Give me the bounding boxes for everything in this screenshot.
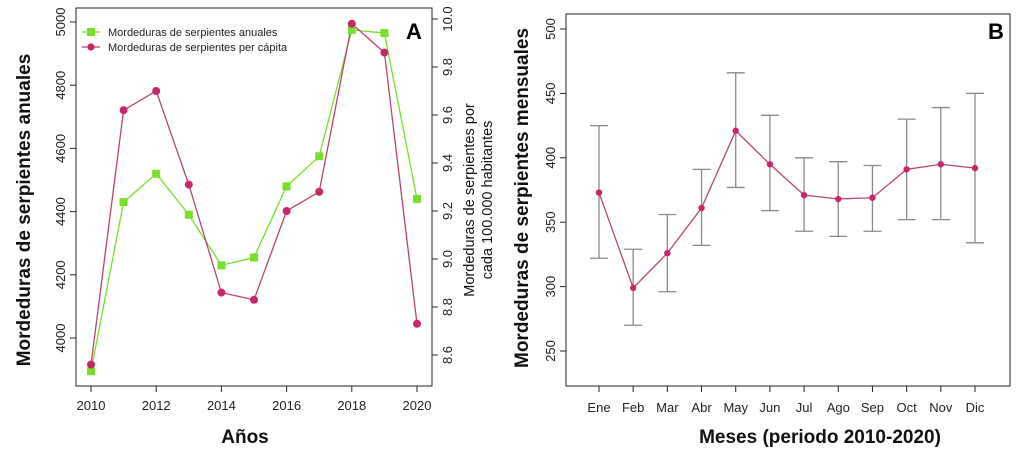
panel-b-xlabel: Meses (periodo 2010-2020) xyxy=(699,427,941,448)
panel-b-x-tick-label: Jun xyxy=(759,400,780,415)
panel-a-y-right-tick-label: 8.6 xyxy=(440,346,455,364)
legend-label-annual: Mordeduras de serpientes anuales xyxy=(108,27,278,39)
data-point-per-capita xyxy=(315,187,324,196)
panel-a-y-right-tick-label: 9.6 xyxy=(440,106,455,124)
data-point-annual xyxy=(413,194,421,203)
panel-a-y-tick-label: 4200 xyxy=(53,260,68,289)
data-point-per-capita xyxy=(119,106,128,115)
panel-b-x-tick-label: Jul xyxy=(796,400,813,415)
data-point-monthly xyxy=(835,195,842,203)
panel-b-x-tick-label: Feb xyxy=(622,400,644,415)
panel-b-x-tick-label: Oct xyxy=(897,400,918,415)
panel-b-x-tick-label: Ene xyxy=(587,400,610,415)
panel-a-ylabel-right-line2: cada 100.000 habitantes xyxy=(480,121,496,280)
panel-a-y-right-tick-label: 9.2 xyxy=(440,202,455,220)
panel-a-y-tick-label: 4600 xyxy=(53,134,68,163)
panel-b-chart: B Meses (periodo 2010-2020) Mordeduras d… xyxy=(512,13,1011,448)
data-point-monthly xyxy=(595,189,603,196)
data-point-monthly xyxy=(698,204,705,212)
data-point-annual xyxy=(87,367,95,376)
panel-b-y-tick-label: 450 xyxy=(543,83,558,105)
series-line-annual xyxy=(90,29,418,372)
data-point-per-capita xyxy=(380,48,389,57)
data-point-per-capita xyxy=(87,360,95,369)
data-point-per-capita xyxy=(184,180,193,189)
panel-a-x-tick-label: 2014 xyxy=(207,398,236,413)
legend-square-marker xyxy=(87,28,95,36)
data-point-monthly xyxy=(664,249,671,257)
data-point-per-capita xyxy=(250,295,258,304)
data-point-annual xyxy=(347,25,356,34)
panel-b-y-tick-label: 350 xyxy=(543,211,558,233)
data-point-monthly xyxy=(732,127,739,134)
panel-a-plot-frame xyxy=(75,7,433,387)
panel-b-x-tick-label: Ago xyxy=(827,400,850,415)
data-point-annual xyxy=(152,169,161,178)
panel-a-y-right-tick-label: 9.8 xyxy=(440,58,455,76)
panel-a-x-tick-label: 2012 xyxy=(142,398,171,413)
legend-circle-marker xyxy=(87,43,95,51)
panel-b-plot-frame xyxy=(565,13,1011,387)
panel-a-xlabel: Años xyxy=(221,427,269,448)
data-point-monthly xyxy=(937,161,945,168)
data-point-monthly xyxy=(971,164,979,172)
panel-a-x-tick-label: 2020 xyxy=(403,398,432,413)
legend-label-per-capita: Mordeduras de serpientes per cápita xyxy=(108,42,288,54)
panel-a-x-tick-label: 2010 xyxy=(77,398,106,413)
panel-b-x-tick-label: Dic xyxy=(966,400,985,415)
panel-b-x-tick-label: Abr xyxy=(691,400,712,415)
panel-a-y-tick-label: 4000 xyxy=(53,324,68,353)
panel-a-ylabel-right-line1: Mordeduras de serpientes por xyxy=(462,103,478,297)
panel-b-y-tick-label: 300 xyxy=(543,276,558,298)
panel-b-y-tick-label: 250 xyxy=(543,340,558,362)
panel-b-y-tick-label: 400 xyxy=(543,147,558,169)
panel-a-x-tick-label: 2018 xyxy=(337,398,366,413)
panel-b-x-tick-label: Nov xyxy=(929,400,953,415)
panel-b-x-tick-label: Mar xyxy=(656,400,679,415)
panel-a-ylabel: Mordeduras de serpientes anuales xyxy=(14,54,35,367)
data-point-annual xyxy=(217,261,226,270)
panel-b-x-tick-label: Sep xyxy=(861,400,884,415)
data-point-per-capita xyxy=(152,87,161,95)
data-point-monthly xyxy=(903,166,910,173)
panel-a-label: A xyxy=(406,19,422,44)
data-point-per-capita xyxy=(347,19,356,28)
data-point-per-capita xyxy=(217,288,226,297)
data-point-monthly xyxy=(766,161,774,168)
data-point-monthly xyxy=(869,194,876,201)
panel-a-y-right-tick-label: 8.8 xyxy=(440,298,455,316)
panel-b-x-tick-label: May xyxy=(723,400,748,415)
data-point-per-capita xyxy=(413,319,421,328)
data-point-annual xyxy=(250,253,258,262)
panel-a-y-tick-label: 4800 xyxy=(53,71,68,100)
series-line-monthly xyxy=(598,129,976,290)
series-line-per-capita xyxy=(90,22,418,365)
panel-a-y-right-tick-label: 9.4 xyxy=(440,154,455,172)
panel-a-y-tick-label: 5000 xyxy=(53,8,68,37)
data-point-annual xyxy=(315,152,324,161)
panel-a-chart: A Años Mordeduras de serpientes anuales … xyxy=(14,6,496,448)
panel-b-ylabel: Mordeduras de serpientes mensuales xyxy=(512,28,533,368)
panel-a-legend: Mordeduras de serpientes anuales Mordedu… xyxy=(82,27,288,54)
data-point-annual xyxy=(282,182,291,191)
data-point-monthly xyxy=(800,191,808,199)
data-point-annual xyxy=(380,29,389,38)
panel-a-y-right-tick-label: 9.0 xyxy=(440,250,455,268)
panel-a-y-tick-label: 4400 xyxy=(53,197,68,226)
data-point-per-capita xyxy=(282,207,291,215)
panel-b-y-tick-label: 500 xyxy=(543,18,558,40)
data-point-annual xyxy=(119,198,128,207)
data-point-monthly xyxy=(629,284,637,292)
panel-a-x-tick-label: 2016 xyxy=(272,398,301,413)
panel-a-y-right-tick-label: 10.0 xyxy=(440,6,455,31)
data-point-annual xyxy=(184,210,193,219)
panel-b-label: B xyxy=(988,19,1004,44)
